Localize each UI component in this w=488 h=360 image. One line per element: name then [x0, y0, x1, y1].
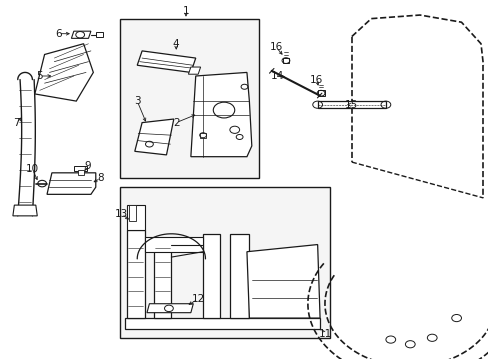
Polygon shape: [13, 205, 37, 216]
Text: 16: 16: [309, 75, 323, 85]
Polygon shape: [129, 205, 136, 221]
Polygon shape: [199, 133, 206, 138]
Text: 11: 11: [318, 329, 331, 339]
Polygon shape: [137, 51, 195, 72]
Text: 7: 7: [13, 118, 20, 128]
Text: 13: 13: [115, 209, 128, 219]
Polygon shape: [190, 72, 251, 157]
Polygon shape: [74, 166, 87, 171]
Polygon shape: [154, 244, 171, 318]
Text: 9: 9: [84, 161, 91, 171]
Polygon shape: [71, 31, 91, 39]
Text: 12: 12: [191, 294, 204, 304]
Polygon shape: [317, 90, 325, 96]
Text: 5: 5: [36, 71, 43, 81]
Polygon shape: [135, 119, 173, 155]
Polygon shape: [47, 173, 96, 194]
Polygon shape: [78, 170, 83, 175]
Text: 15: 15: [345, 100, 358, 110]
Polygon shape: [203, 234, 220, 318]
Polygon shape: [127, 205, 144, 230]
Bar: [120, 19, 259, 178]
Text: 2: 2: [173, 118, 179, 128]
Text: 8: 8: [97, 173, 104, 183]
Polygon shape: [229, 234, 249, 318]
Polygon shape: [127, 230, 144, 318]
Text: 16: 16: [269, 42, 282, 52]
Bar: [120, 187, 329, 338]
Polygon shape: [147, 304, 193, 313]
Polygon shape: [144, 237, 203, 252]
Polygon shape: [188, 67, 200, 74]
Polygon shape: [246, 244, 320, 318]
Text: 3: 3: [134, 96, 140, 106]
Text: 4: 4: [173, 39, 179, 49]
Polygon shape: [96, 32, 103, 37]
Text: 6: 6: [55, 29, 61, 39]
Polygon shape: [35, 44, 93, 101]
Text: 1: 1: [183, 6, 189, 17]
Polygon shape: [282, 58, 289, 63]
Text: 10: 10: [26, 164, 39, 174]
Polygon shape: [317, 101, 385, 108]
Text: 14: 14: [270, 71, 284, 81]
Polygon shape: [125, 318, 320, 329]
